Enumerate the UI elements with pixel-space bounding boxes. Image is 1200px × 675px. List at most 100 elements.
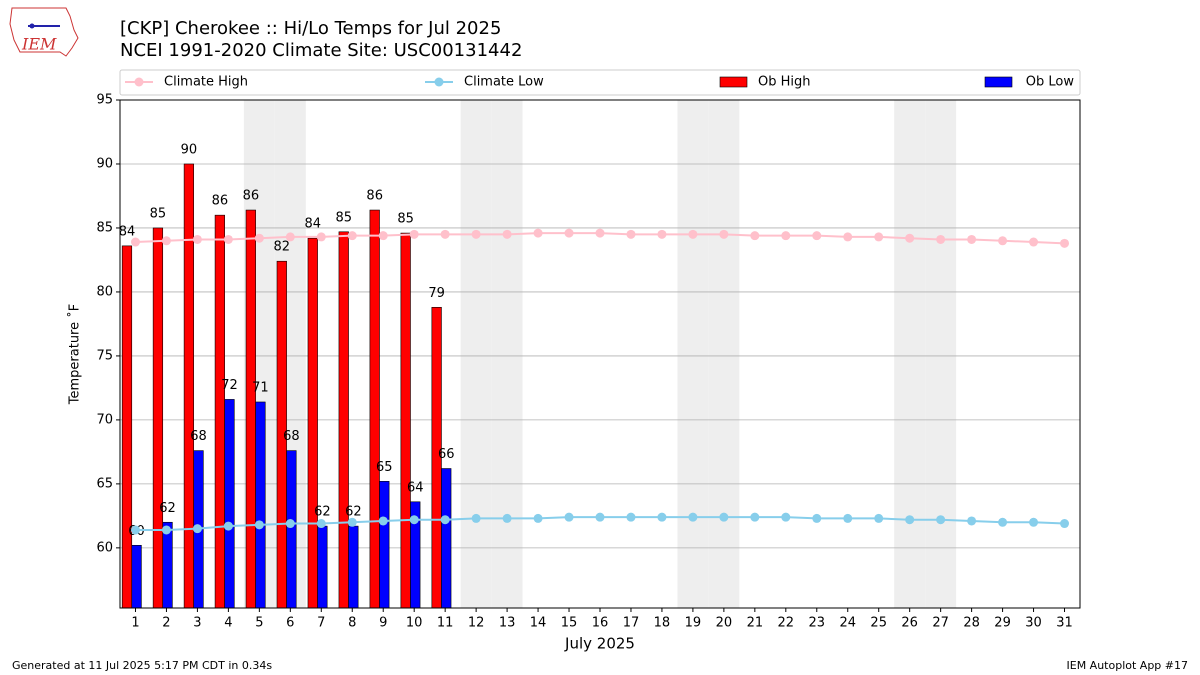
y-tick-label: 70 <box>96 412 113 427</box>
point <box>316 519 326 529</box>
point <box>564 228 574 238</box>
x-tick-label: 21 <box>747 616 764 631</box>
point <box>378 231 388 241</box>
bar <box>286 450 297 609</box>
point <box>781 231 791 241</box>
point <box>967 234 977 244</box>
value-label: 86 <box>212 194 229 209</box>
x-tick-label: 10 <box>406 616 423 631</box>
y-tick-label: 85 <box>96 220 113 235</box>
bar <box>400 232 411 609</box>
y-tick-label: 75 <box>96 348 113 363</box>
value-label: 79 <box>428 286 445 301</box>
x-tick-label: 2 <box>162 616 170 631</box>
bar <box>224 399 235 609</box>
point <box>688 512 698 522</box>
legend-marker <box>434 77 444 87</box>
weekend-shade <box>894 100 926 608</box>
point <box>626 512 636 522</box>
x-tick-label: 11 <box>437 616 454 631</box>
y-tick-label: 90 <box>96 156 113 171</box>
weekend-shade <box>925 100 957 608</box>
y-tick-label: 60 <box>96 540 113 555</box>
weekend-shade <box>491 100 523 608</box>
value-label: 68 <box>190 429 207 444</box>
point <box>192 524 202 534</box>
point <box>502 229 512 239</box>
weekend-shade <box>460 100 492 608</box>
point <box>719 512 729 522</box>
value-label: 65 <box>376 460 393 475</box>
value-label: 86 <box>243 189 260 204</box>
x-tick-label: 17 <box>623 616 640 631</box>
point <box>781 512 791 522</box>
x-tick-label: 7 <box>317 616 325 631</box>
point <box>843 513 853 523</box>
x-tick-label: 12 <box>468 616 485 631</box>
bar <box>379 481 390 609</box>
point <box>1029 237 1039 247</box>
x-tick-label: 9 <box>379 616 387 631</box>
point <box>750 231 760 241</box>
bar <box>183 163 195 609</box>
footer-right: IEM Autoplot App #17 <box>1067 659 1189 672</box>
point <box>843 232 853 242</box>
point <box>409 229 419 239</box>
point <box>812 513 822 523</box>
point <box>471 229 481 239</box>
point <box>998 236 1008 246</box>
value-label: 84 <box>305 217 322 232</box>
point <box>130 237 140 247</box>
x-tick-label: 13 <box>499 616 516 631</box>
bar <box>348 525 359 609</box>
point <box>409 515 419 525</box>
point <box>1060 238 1070 248</box>
value-label: 84 <box>119 224 136 239</box>
point <box>285 232 295 242</box>
bar <box>369 209 380 609</box>
x-tick-label: 14 <box>530 616 547 631</box>
y-tick-label: 95 <box>96 93 113 108</box>
value-label: 68 <box>283 429 300 444</box>
x-tick-label: 31 <box>1056 616 1073 631</box>
x-tick-label: 27 <box>932 616 949 631</box>
value-label: 62 <box>314 505 331 520</box>
value-label: 85 <box>335 210 352 225</box>
x-tick-label: 18 <box>654 616 671 631</box>
x-tick-label: 19 <box>685 616 702 631</box>
point <box>1060 519 1070 529</box>
logo: IEM <box>9 7 79 57</box>
point <box>502 513 512 523</box>
value-label: 66 <box>438 447 455 462</box>
x-tick-label: 20 <box>716 616 733 631</box>
legend-label: Climate Low <box>464 75 544 90</box>
point <box>533 513 543 523</box>
value-label: 85 <box>150 206 167 221</box>
point <box>874 232 884 242</box>
x-tick-label: 15 <box>561 616 578 631</box>
point <box>471 513 481 523</box>
point <box>750 512 760 522</box>
x-tick-label: 16 <box>592 616 609 631</box>
x-tick-label: 5 <box>255 616 263 631</box>
x-tick-label: 1 <box>131 616 139 631</box>
point <box>378 516 388 526</box>
x-tick-label: 23 <box>809 616 826 631</box>
x-tick-label: 22 <box>778 616 795 631</box>
value-label: 90 <box>181 142 198 157</box>
y-tick-label: 80 <box>96 284 113 299</box>
plot-frame <box>119 99 1081 609</box>
point <box>874 513 884 523</box>
bar <box>152 227 164 609</box>
point <box>626 229 636 239</box>
value-label: 71 <box>252 380 269 395</box>
y-tick-label: 65 <box>96 476 113 491</box>
bar <box>245 209 256 609</box>
point <box>316 232 326 242</box>
legend-swatch <box>719 76 748 88</box>
bar <box>307 237 318 609</box>
point <box>192 234 202 244</box>
point <box>161 236 171 246</box>
value-label: 64 <box>407 480 424 495</box>
